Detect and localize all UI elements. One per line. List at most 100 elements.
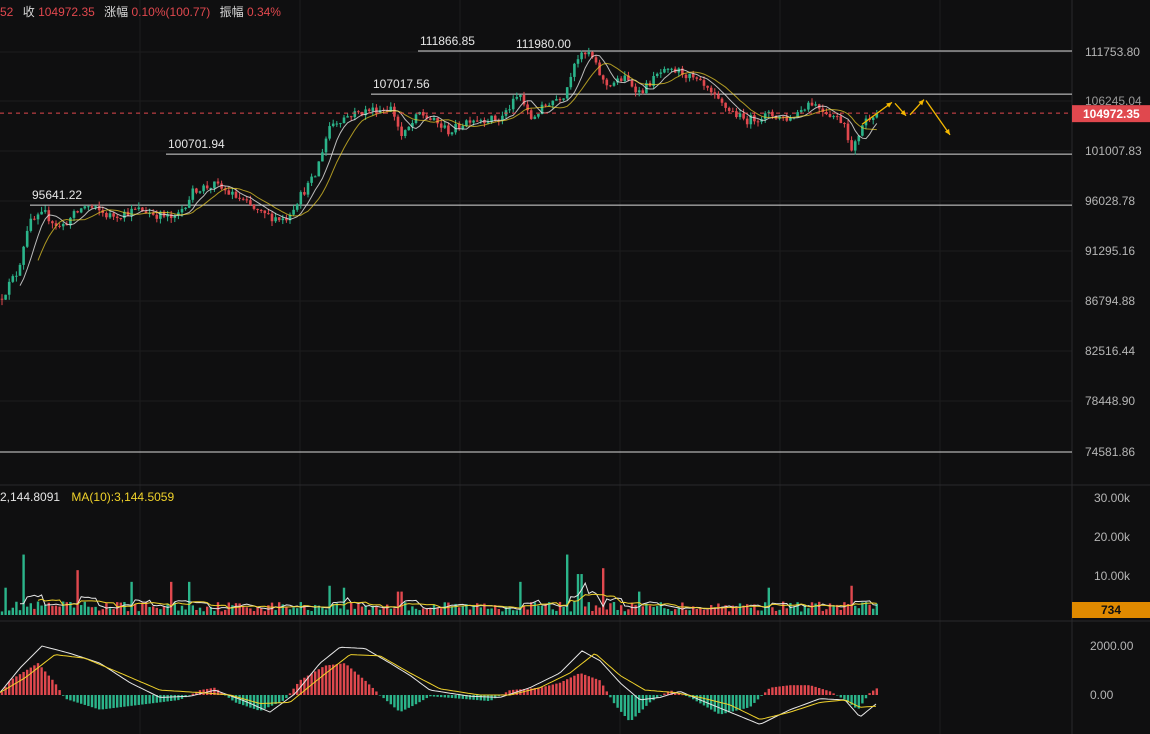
candle-down xyxy=(436,117,439,124)
macd-hist-positive xyxy=(195,691,198,695)
macd-hist-positive xyxy=(562,680,565,695)
macd-hist-positive xyxy=(292,688,295,695)
macd-hist-negative xyxy=(80,695,83,704)
macd-hist-negative xyxy=(382,695,385,699)
candle-down xyxy=(702,80,706,86)
volume-bar-up xyxy=(94,606,97,615)
macd-hist-positive xyxy=(508,690,511,695)
volume-bar-down xyxy=(242,606,245,615)
volume-bar-up xyxy=(407,610,410,615)
volume-bar-up xyxy=(638,591,641,615)
candle-up xyxy=(339,123,342,125)
volume-bar-down xyxy=(627,609,630,615)
candle-up xyxy=(472,120,475,123)
macd-hist-positive xyxy=(58,690,61,695)
candle-down xyxy=(357,111,360,113)
macd-hist-positive xyxy=(868,693,871,695)
candle-up xyxy=(666,68,670,70)
candle-down xyxy=(681,68,684,75)
macd-hist-positive xyxy=(584,674,587,695)
candle-up xyxy=(79,208,83,213)
macd-hist-positive xyxy=(317,669,320,695)
volume-bar-down xyxy=(710,605,713,615)
macd-hist-positive xyxy=(512,689,515,695)
volume-bar-up xyxy=(62,601,65,615)
candle-up xyxy=(18,264,22,276)
macd-hist-negative xyxy=(731,695,734,712)
price-axis: 111753.80 106245.04 101007.83 96028.78 91295… xyxy=(1085,45,1142,459)
macd-hist-negative xyxy=(155,695,158,703)
volume-bar-down xyxy=(375,607,378,615)
macd-hist-negative xyxy=(134,695,137,706)
macd-hist-positive xyxy=(670,690,673,695)
volume-bar-down xyxy=(522,605,526,615)
macd-hist-positive xyxy=(533,688,536,695)
volume-bar-up xyxy=(274,610,277,615)
macd-pane: 2000.00 0.00 xyxy=(0,639,1134,725)
candle-up xyxy=(432,117,436,121)
candle-up xyxy=(61,223,65,227)
volume-bar-down xyxy=(429,608,432,615)
macd-hist-positive xyxy=(353,671,356,695)
candle-down xyxy=(54,223,58,226)
macd-hist-positive xyxy=(875,688,878,695)
volume-bar-down xyxy=(400,591,403,615)
macd-hist-negative xyxy=(414,695,418,705)
candle-up xyxy=(670,68,673,70)
volume-bar-down xyxy=(170,581,173,615)
macd-hist-negative xyxy=(620,695,623,712)
macd-hist-positive xyxy=(29,667,32,695)
macd-hist-positive xyxy=(0,692,4,695)
candle-up xyxy=(83,206,87,209)
macd-hist-negative xyxy=(436,695,439,697)
volume-bar-up xyxy=(198,607,202,615)
forecast-arrows xyxy=(861,99,951,136)
volume-bar-down xyxy=(746,604,749,615)
macd-hist-positive xyxy=(818,688,821,695)
macd-hist-negative xyxy=(432,695,436,697)
macd-hist-positive xyxy=(26,669,29,695)
candle-up xyxy=(857,135,861,142)
macd-hist-negative xyxy=(839,695,842,698)
volume-bar-down xyxy=(702,609,706,615)
macd-hist-negative xyxy=(494,695,497,699)
volume-bar-down xyxy=(713,607,716,615)
volume-bar-up xyxy=(353,608,356,615)
candle-down xyxy=(47,210,51,222)
volume-bar-down xyxy=(641,606,644,615)
macd-hist-negative xyxy=(87,695,90,707)
candle-down xyxy=(76,211,79,213)
macd-hist-negative xyxy=(627,695,630,721)
candle-up xyxy=(108,213,112,218)
volume-bar-up xyxy=(292,607,295,615)
volume-bar-up xyxy=(688,610,691,615)
volume-bar-up xyxy=(872,608,875,615)
candle-down xyxy=(781,116,785,118)
macd-hist-positive xyxy=(339,663,342,695)
volume-bar-down xyxy=(706,609,709,615)
macd-hist-positive xyxy=(11,678,14,695)
volume-bar-up xyxy=(148,607,151,615)
macd-hist-positive xyxy=(828,691,832,695)
macd-axis-tick: 2000.00 xyxy=(1090,639,1134,653)
volume-bar-down xyxy=(260,608,263,615)
candle-up xyxy=(274,217,277,222)
volume-bar-up xyxy=(87,606,90,615)
volume-bar-up xyxy=(562,606,565,615)
candle-down xyxy=(727,107,731,111)
candle-down xyxy=(558,99,562,101)
candle-down xyxy=(835,116,839,118)
volume-bar-down xyxy=(825,609,828,615)
candle-up xyxy=(403,130,407,137)
volume-bar-up xyxy=(764,602,767,615)
candle-down xyxy=(425,115,429,119)
candle-up xyxy=(331,123,335,127)
candle-up xyxy=(173,215,177,219)
volume-axis-tick: 20.00k xyxy=(1094,530,1131,544)
candle-down xyxy=(724,102,727,108)
macd-hist-negative xyxy=(490,695,493,701)
volume-bar-down xyxy=(742,605,745,615)
price-ma-white xyxy=(19,54,878,286)
candle-up xyxy=(7,281,11,295)
